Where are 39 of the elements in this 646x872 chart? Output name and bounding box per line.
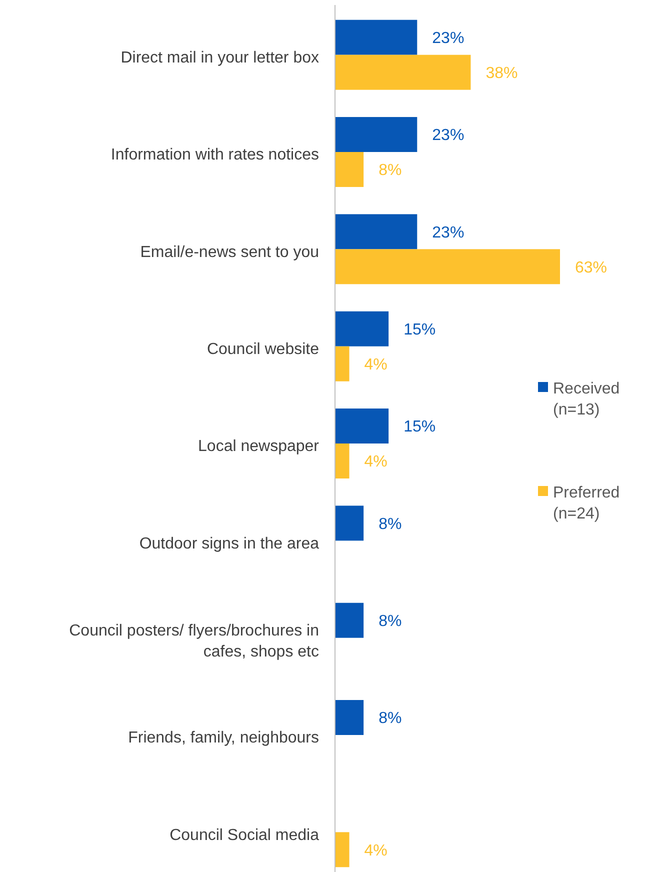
bar (335, 152, 364, 187)
y-tick-label: Email/e-news sent to you (140, 244, 319, 261)
data-label: 4% (364, 842, 388, 860)
data-label: 38% (486, 64, 518, 82)
data-label: 63% (575, 259, 608, 276)
bar (335, 117, 418, 152)
bar (335, 249, 560, 284)
y-tick-label: Information with rates notices (110, 146, 319, 164)
y-tick-label: Local newspaper (198, 438, 320, 456)
y-tick-label: Council Social media (170, 826, 320, 844)
data-label: 8% (378, 516, 402, 533)
legend-label: Received (n=13) (553, 380, 620, 419)
data-label: 15% (404, 418, 436, 436)
bar (335, 408, 389, 444)
bar (335, 444, 350, 478)
data-label: 15% (404, 321, 436, 338)
data-label: 4% (364, 454, 388, 471)
bar (335, 602, 364, 638)
data-label: 8% (378, 162, 402, 180)
y-tick-label: Direct mail in your letter box (120, 49, 319, 66)
data-label: 8% (378, 710, 402, 728)
bar (335, 214, 418, 250)
bar (335, 700, 364, 735)
data-label: 23% (432, 224, 464, 242)
bar (335, 20, 418, 55)
data-label: 8% (378, 612, 402, 630)
bar (335, 832, 350, 868)
bar (335, 506, 364, 541)
bar (335, 311, 389, 346)
y-tick-label: Council website (206, 340, 320, 358)
y-tick-label: Outdoor signs in the area (139, 535, 320, 552)
data-label: 4% (364, 356, 388, 374)
bar (335, 54, 471, 90)
y-tick-label: Friends, family, neighbours (128, 730, 319, 747)
y-tick-label: Council posters/ flyers/brochures in cafes, shops etc (69, 622, 319, 660)
data-label: 23% (432, 127, 464, 144)
legend-label: Preferred (n=24) (553, 484, 620, 523)
data-label: 23% (432, 30, 464, 47)
bar (335, 346, 350, 382)
